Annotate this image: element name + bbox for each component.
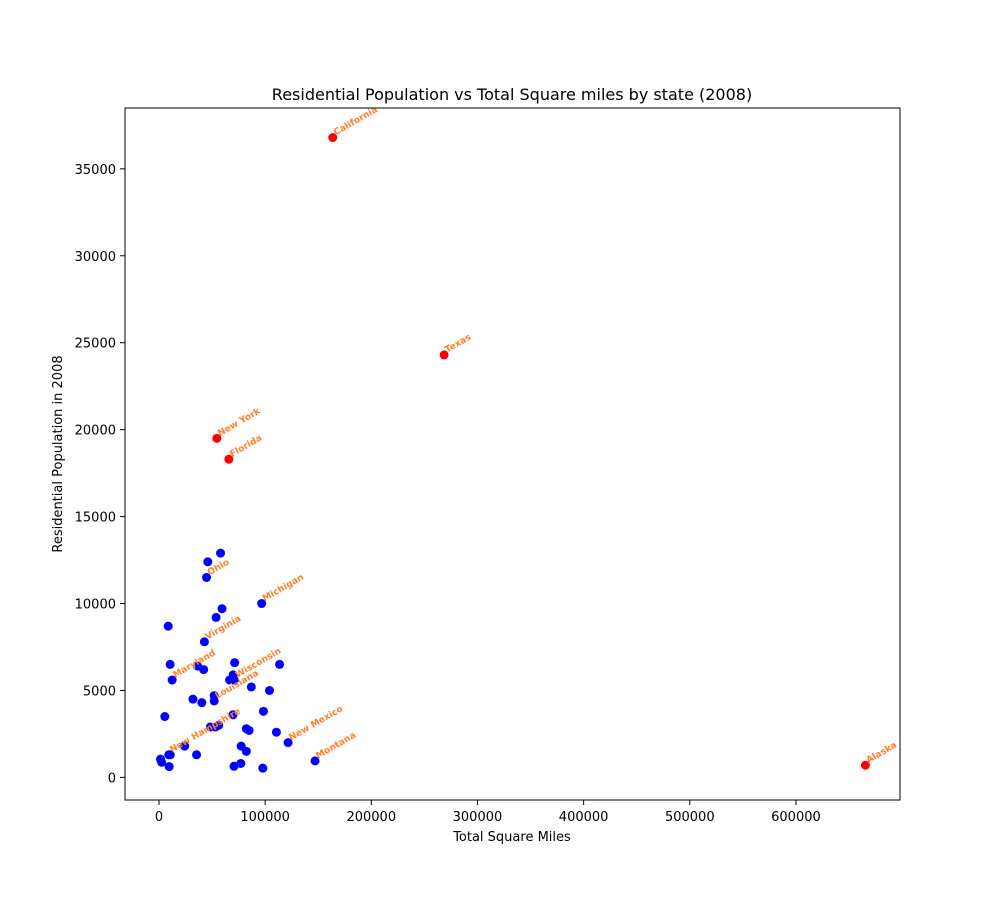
data-point [164, 750, 174, 760]
data-point [199, 637, 209, 647]
x-tick-label: 0 [155, 810, 163, 825]
data-point [202, 572, 212, 582]
x-tick-label: 600000 [771, 810, 821, 825]
data-point [310, 756, 320, 766]
highlighted-data-point [224, 454, 234, 464]
highlighted-data-point [212, 433, 222, 443]
y-tick-label: 10000 [75, 598, 116, 613]
y-tick-label: 5000 [83, 684, 116, 699]
data-point [188, 694, 198, 704]
data-point [257, 599, 267, 609]
data-point [275, 659, 285, 669]
data-point [258, 763, 268, 773]
data-point [246, 682, 256, 692]
y-axis: 0 5000 10000 15000 20000 25000 30000 35000 [75, 163, 125, 786]
data-point [165, 659, 175, 669]
x-tick-label: 200000 [346, 810, 396, 825]
data-point [214, 720, 224, 730]
data-point [180, 741, 190, 751]
y-tick-label: 0 [108, 771, 116, 786]
data-point [236, 758, 246, 768]
chart-title: Residential Population vs Total Square m… [272, 85, 752, 104]
data-point [157, 757, 167, 767]
data-point [229, 761, 239, 771]
x-tick-label: 400000 [559, 810, 609, 825]
x-tick-label: 300000 [453, 810, 503, 825]
y-axis-label: Residential Population in 2008 [51, 355, 66, 552]
plot-area-frame [124, 107, 901, 801]
x-tick-label: 100000 [240, 810, 290, 825]
data-point [228, 710, 238, 720]
x-tick-label: 500000 [665, 810, 715, 825]
y-tick-label: 15000 [75, 511, 116, 526]
data-point [283, 738, 293, 748]
data-point [244, 725, 254, 735]
highlighted-data-point [439, 350, 449, 360]
data-point [209, 696, 219, 706]
data-point [271, 727, 281, 737]
data-point [230, 658, 240, 668]
data-point [229, 675, 239, 685]
x-axis-label: Total Square Miles [452, 830, 571, 845]
y-tick-label: 30000 [75, 250, 116, 265]
y-tick-label: 20000 [75, 424, 116, 439]
x-axis: 0 100000 200000 300000 400000 500000 600000 [155, 800, 821, 825]
data-point [211, 612, 221, 622]
data-point [197, 698, 207, 708]
data-point [216, 548, 226, 558]
data-point [167, 675, 177, 685]
highlighted-data-point [860, 760, 870, 770]
highlighted-data-point [328, 133, 338, 143]
data-point [203, 557, 213, 567]
data-point [163, 621, 173, 631]
data-point [199, 665, 209, 675]
data-point [164, 762, 174, 772]
data-point [241, 746, 251, 756]
data-point [192, 750, 202, 760]
data-point [160, 712, 170, 722]
y-tick-label: 25000 [75, 337, 116, 352]
data-point [258, 706, 268, 716]
data-point [217, 604, 227, 614]
y-tick-label: 35000 [75, 163, 116, 178]
data-point [264, 685, 274, 695]
